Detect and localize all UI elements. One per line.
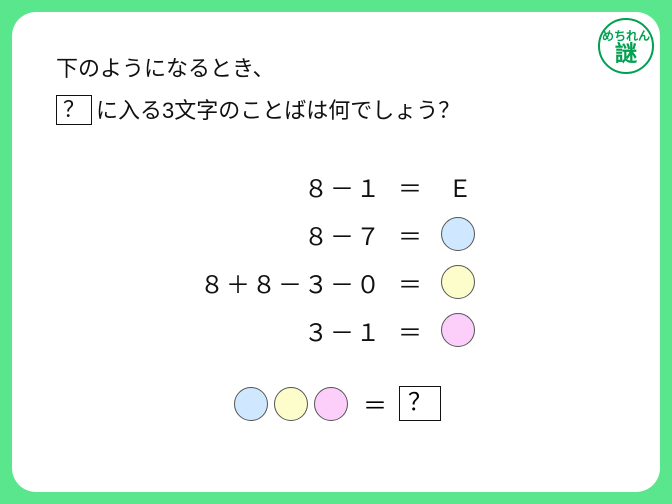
- question-line2-text: に入る3文字のことばは何でしょう？: [96, 98, 460, 123]
- puzzle-card: めちれん 謎 下のようになるとき、 ？に入る3文字のことばは何でしょう？ ８－１…: [12, 12, 660, 492]
- answer-row: ＝ ？: [12, 386, 660, 421]
- eq-lhs: ８＋８－３－０: [12, 265, 382, 300]
- answer-circle: [441, 217, 475, 251]
- equation-row: ８＋８－３－０ ＝: [12, 258, 660, 306]
- equation-row: ８－１ ＝ Ｅ: [12, 162, 660, 210]
- eq-lhs: ８－７: [12, 217, 382, 252]
- brand-logo: めちれん 謎: [598, 18, 654, 74]
- eq-rhs: Ｅ: [438, 169, 488, 204]
- equals-sign: ＝: [382, 217, 438, 252]
- eq-lhs: ３－１: [12, 313, 382, 348]
- equals-sign: ＝: [382, 313, 438, 348]
- eq-rhs: [438, 313, 488, 347]
- answer-circle: [441, 313, 475, 347]
- answer-circle: [234, 387, 268, 421]
- answer-circle: [314, 387, 348, 421]
- equals-sign: ＝: [382, 169, 438, 204]
- question-line2: ？に入る3文字のことばは何でしょう？: [56, 90, 460, 132]
- eq-lhs: ８－１: [12, 169, 382, 204]
- equation-row: ３－１ ＝: [12, 306, 660, 354]
- answer-circle: [274, 387, 308, 421]
- eq-rhs-text: Ｅ: [438, 169, 474, 204]
- eq-rhs: [438, 217, 488, 251]
- equation-row: ８－７ ＝: [12, 210, 660, 258]
- equals-sign: ＝: [351, 386, 399, 421]
- question-text: 下のようになるとき、 ？に入る3文字のことばは何でしょう？: [56, 48, 460, 132]
- answer-circle: [441, 265, 475, 299]
- question-mark-box: ？: [56, 95, 92, 126]
- question-line1: 下のようになるとき、: [56, 48, 460, 90]
- logo-line2: 謎: [615, 43, 637, 65]
- eq-rhs: [438, 265, 488, 299]
- answer-box: ？: [399, 386, 441, 421]
- equals-sign: ＝: [382, 265, 438, 300]
- equations-block: ８－１ ＝ Ｅ ８－７ ＝ ８＋８－３－０ ＝ ３－１ ＝: [12, 162, 660, 421]
- logo-line1: めちれん: [602, 30, 650, 42]
